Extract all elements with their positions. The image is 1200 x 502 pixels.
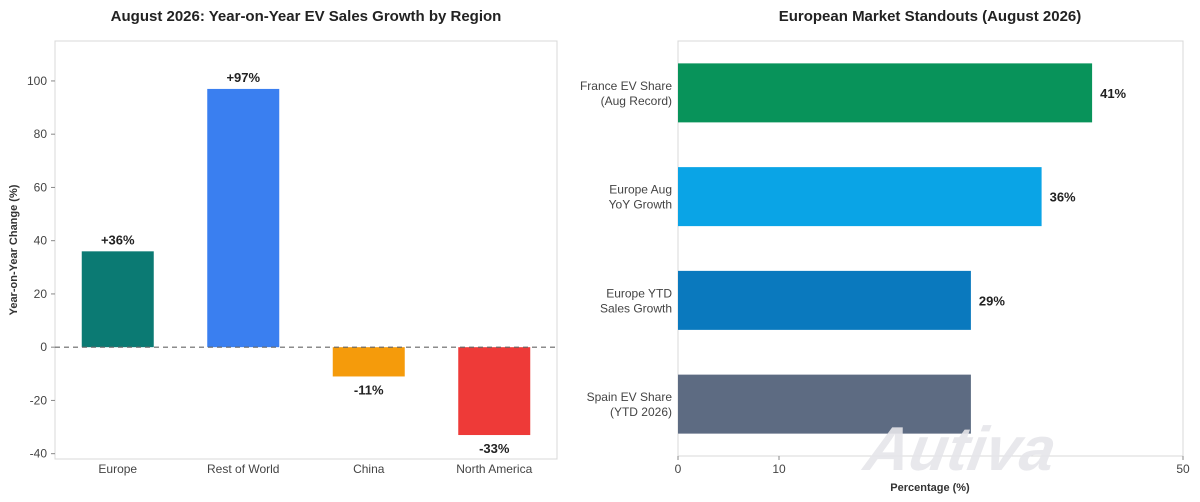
plot-frame [677, 40, 1184, 457]
x-category-label: North America [456, 462, 532, 476]
y-tick-label: 20 [34, 287, 48, 301]
y-axis-label: Year-on-Year Change (%) [8, 184, 20, 315]
bar-spain-ev-share [678, 374, 971, 434]
y-tick-label: -40 [30, 447, 48, 461]
y-tick-label: -20 [30, 393, 48, 407]
bars [81, 88, 531, 436]
x-category-label: Europe [98, 462, 137, 476]
y-category-label: YoY Growth [609, 198, 672, 212]
x-category-label: Rest of World [207, 462, 279, 476]
y-category-label: Europe YTD [606, 286, 672, 300]
watermark-logo: Autiva [858, 414, 1062, 483]
bar-north-america [458, 347, 531, 436]
bar-france-ev-share [678, 63, 1093, 123]
bar-china [332, 347, 405, 377]
y-tick-label: 60 [34, 180, 48, 194]
y-tick-label: 0 [40, 340, 47, 354]
x-axis-label: Percentage (%) [890, 482, 970, 494]
y-category-label: France EV Share [580, 79, 672, 93]
bar-europe [81, 251, 154, 348]
x-tick-label: 10 [772, 462, 786, 476]
y-category-label: (YTD 2026) [610, 405, 672, 419]
y-tick-label: 80 [34, 127, 48, 141]
x-tick-label: 0 [675, 462, 682, 476]
y-category-label: (Aug Record) [601, 94, 672, 108]
x-tick-label: 50 [1176, 462, 1190, 476]
x-category-label: China [353, 462, 385, 476]
bar-value-label: 36% [1050, 190, 1076, 205]
bar-value-label: -33% [479, 441, 510, 456]
bar-europe-ytd [678, 270, 971, 330]
bar-value-label: +36% [101, 232, 135, 247]
y-tick-label: 40 [34, 234, 48, 248]
x-axis-ticks: 0 10 50 [675, 456, 1190, 476]
bars [678, 63, 1093, 434]
data-labels: +36% +97% -11% -33% [101, 70, 510, 456]
plot-frame [54, 40, 558, 460]
y-tick-label: 100 [27, 74, 47, 88]
data-labels: 41% 36% 29% [979, 86, 1127, 309]
bar-europe-aug [678, 167, 1042, 227]
bar-value-label: 41% [1100, 86, 1126, 101]
bar-rest-of-world [207, 88, 280, 348]
y-category-label: Europe Aug [609, 183, 672, 197]
y-category-label: Sales Growth [600, 301, 672, 315]
x-axis-categories: Europe Rest of World China North America [98, 462, 532, 476]
y-category-label: Spain EV Share [587, 390, 673, 404]
chart-title: European Market Standouts (August 2026) [779, 8, 1082, 25]
chart-european-standouts: European Market Standouts (August 2026) … [580, 8, 1190, 494]
bar-value-label: +97% [226, 70, 260, 85]
chart-title: August 2026: Year-on-Year EV Sales Growt… [111, 8, 502, 25]
y-axis-ticks: -40 -20 0 20 40 60 80 100 [27, 74, 55, 461]
bar-value-label: -11% [354, 382, 384, 397]
y-axis-categories: France EV Share(Aug Record) Europe AugYoY… [580, 79, 672, 419]
bar-value-label: 29% [979, 293, 1005, 308]
chart-yoy-growth: August 2026: Year-on-Year EV Sales Growt… [8, 8, 558, 476]
